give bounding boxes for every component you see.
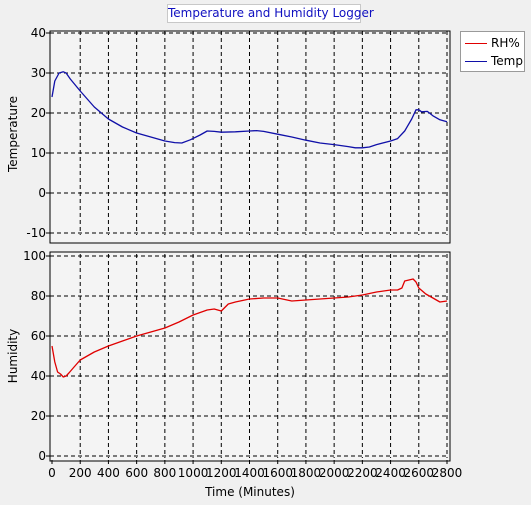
humidity-axis-label: Humidity xyxy=(6,329,20,383)
x-tick-label: 0 xyxy=(48,466,56,480)
x-tick-label: 2400 xyxy=(375,466,406,480)
humidity-plot-area xyxy=(49,251,451,462)
gridlines xyxy=(46,31,449,464)
y-tick-label-top: 0 xyxy=(38,186,46,200)
y-tick-label-bottom: 0 xyxy=(38,449,46,463)
x-tick-label: 1400 xyxy=(234,466,265,480)
legend-label-temp: Temp xyxy=(491,54,523,68)
y-tick-label-bottom: 80 xyxy=(31,289,46,303)
x-tick-label: 200 xyxy=(69,466,92,480)
chart-title: Temperature and Humidity Logger xyxy=(167,4,374,23)
legend-swatch-temp xyxy=(465,61,487,62)
x-tick-label: 2600 xyxy=(404,466,435,480)
y-tick-label-bottom: 40 xyxy=(31,369,46,383)
temp-axis-label: Temperature xyxy=(6,96,20,173)
legend: RH% Temp xyxy=(460,31,525,72)
x-tick-label: 1200 xyxy=(206,466,237,480)
x-tick-label: 2000 xyxy=(319,466,350,480)
x-tick-label: 1000 xyxy=(178,466,209,480)
y-tick-label-bottom: 100 xyxy=(23,249,46,263)
y-tick-label-bottom: 20 xyxy=(31,409,46,423)
series-line-temp xyxy=(51,71,448,149)
x-tick-label: 2200 xyxy=(347,466,378,480)
x-axis-label: Time (Minutes) xyxy=(204,485,295,499)
y-tick-label-top: 20 xyxy=(31,106,46,120)
y-tick-label-top: 40 xyxy=(31,26,46,40)
y-tick-label-top: 10 xyxy=(31,146,46,160)
legend-swatch-rh xyxy=(465,43,487,44)
x-tick-label: 400 xyxy=(97,466,120,480)
y-tick-label-top: -10 xyxy=(26,226,46,240)
legend-label-rh: RH% xyxy=(491,36,520,50)
legend-item-rh: RH% xyxy=(465,35,523,51)
series-lines xyxy=(51,71,448,378)
x-tick-label: 2800 xyxy=(432,466,463,480)
y-tick-label-top: 30 xyxy=(31,66,46,80)
x-tick-label: 800 xyxy=(153,466,176,480)
y-tick-label-bottom: 60 xyxy=(31,329,46,343)
legend-item-temp: Temp xyxy=(465,53,523,69)
x-tick-label: 600 xyxy=(125,466,148,480)
x-tick-label: 1600 xyxy=(262,466,293,480)
series-line-rh xyxy=(51,278,448,378)
x-tick-label: 1800 xyxy=(291,466,322,480)
